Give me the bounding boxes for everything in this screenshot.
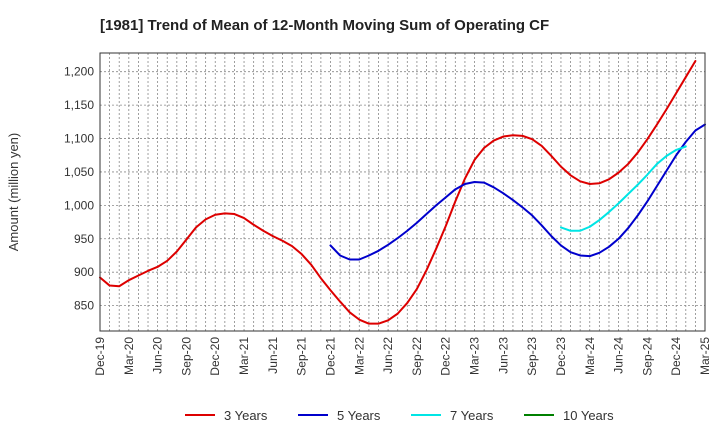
x-tick-label: Mar-21 (237, 337, 251, 375)
x-tick-label: Jun-22 (381, 337, 395, 374)
series-line-3-years (99, 60, 697, 325)
series-line-7-years (559, 145, 687, 232)
y-tick-label: 950 (74, 232, 94, 246)
y-axis-label: Amount (million yen) (6, 133, 21, 252)
x-tick-label: Mar-20 (122, 337, 136, 375)
chart-title: [1981] Trend of Mean of 12-Month Moving … (100, 17, 549, 34)
y-tick-label: 1,050 (64, 165, 94, 179)
x-tick-label: Sep-24 (640, 337, 654, 376)
x-tick-label: Sep-20 (179, 337, 193, 376)
legend-label: 7 Years (450, 408, 494, 423)
series-group (99, 60, 706, 325)
y-tick-label: 850 (74, 299, 94, 313)
y-axis: 850 900 950 1,000 1,050 1,100 1,150 1,200 (64, 65, 94, 313)
grid (99, 53, 706, 331)
x-tick-label: Jun-24 (612, 337, 626, 374)
y-tick-label: 1,100 (64, 132, 94, 146)
x-tick-label: Dec-20 (208, 337, 222, 376)
x-tick-label: Sep-23 (525, 337, 539, 376)
x-tick-label: Sep-22 (410, 337, 424, 376)
x-tick-label: Dec-21 (323, 337, 337, 376)
y-tick-label: 1,200 (64, 65, 94, 79)
legend-label: 10 Years (563, 408, 614, 423)
y-tick-label: 1,150 (64, 98, 94, 112)
y-tick-label: 1,000 (64, 198, 94, 212)
legend-label: 5 Years (337, 408, 381, 423)
legend: 3 Years 5 Years 7 Years 10 Years (185, 408, 614, 423)
y-tick-label: 900 (74, 265, 94, 279)
x-tick-label: Mar-24 (583, 337, 597, 375)
x-tick-label: Jun-23 (496, 337, 510, 374)
plot-area (100, 53, 705, 331)
legend-label: 3 Years (224, 408, 268, 423)
x-tick-label: Dec-19 (93, 337, 107, 376)
x-tick-label: Sep-21 (295, 337, 309, 376)
x-tick-label: Mar-23 (468, 337, 482, 375)
plot-frame (99, 52, 706, 332)
series-line-5-years (329, 123, 706, 261)
x-tick-label: Jun-20 (151, 337, 165, 374)
x-tick-label: Mar-22 (352, 337, 366, 375)
x-tick-label: Dec-23 (554, 337, 568, 376)
x-tick-label: Jun-21 (266, 337, 280, 374)
x-tick-label: Dec-22 (439, 337, 453, 376)
x-tick-label: Mar-25 (698, 337, 712, 375)
x-tick-label: Dec-24 (669, 337, 683, 376)
x-axis: Dec-19 Mar-20 Jun-20 Sep-20 Dec-20 Mar-21 Jun-… (93, 337, 712, 376)
